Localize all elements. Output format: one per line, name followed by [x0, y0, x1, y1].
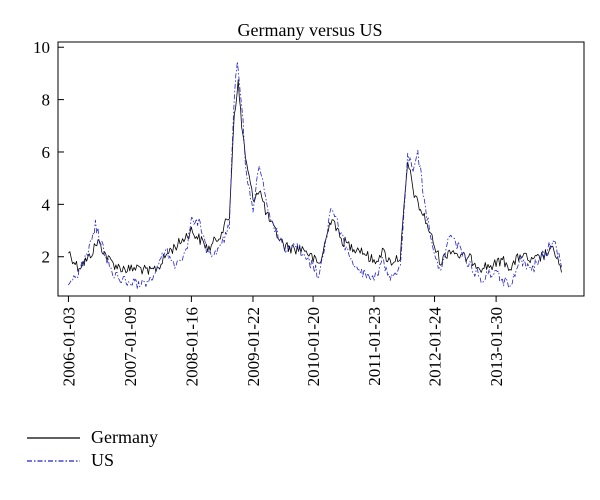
- x-tick-label: 2013-01-30: [487, 307, 506, 386]
- legend-label-germany: Germany: [91, 427, 158, 447]
- x-tick-label: 2007-01-09: [121, 307, 140, 386]
- y-tick-label: 6: [42, 143, 51, 162]
- y-axis: 2 4 6 8 10: [33, 38, 64, 267]
- y-tick-label: 8: [42, 91, 51, 110]
- chart-title: Germany versus US: [238, 20, 383, 40]
- y-tick-label: 2: [42, 248, 51, 267]
- legend-label-us: US: [91, 450, 114, 470]
- x-tick-label: 2011-01-23: [365, 307, 384, 386]
- y-tick-label: 4: [42, 195, 51, 214]
- series-line-germany: [68, 79, 562, 275]
- series-line-us: [68, 61, 562, 290]
- plot-lines: [68, 61, 562, 290]
- x-tick-label: 2010-01-20: [304, 307, 323, 386]
- plot-frame: [57, 41, 585, 297]
- legend: Germany US: [27, 427, 158, 470]
- x-tick-label: 2009-01-22: [244, 307, 263, 386]
- x-axis: 2006-01-03 2007-01-09 2008-01-16 2009-01-22…: [59, 296, 506, 386]
- x-tick-label: 2012-01-24: [426, 307, 445, 387]
- x-tick-label: 2008-01-16: [182, 307, 201, 386]
- x-tick-label: 2006-01-03: [59, 307, 78, 386]
- y-tick-label: 10: [33, 38, 50, 57]
